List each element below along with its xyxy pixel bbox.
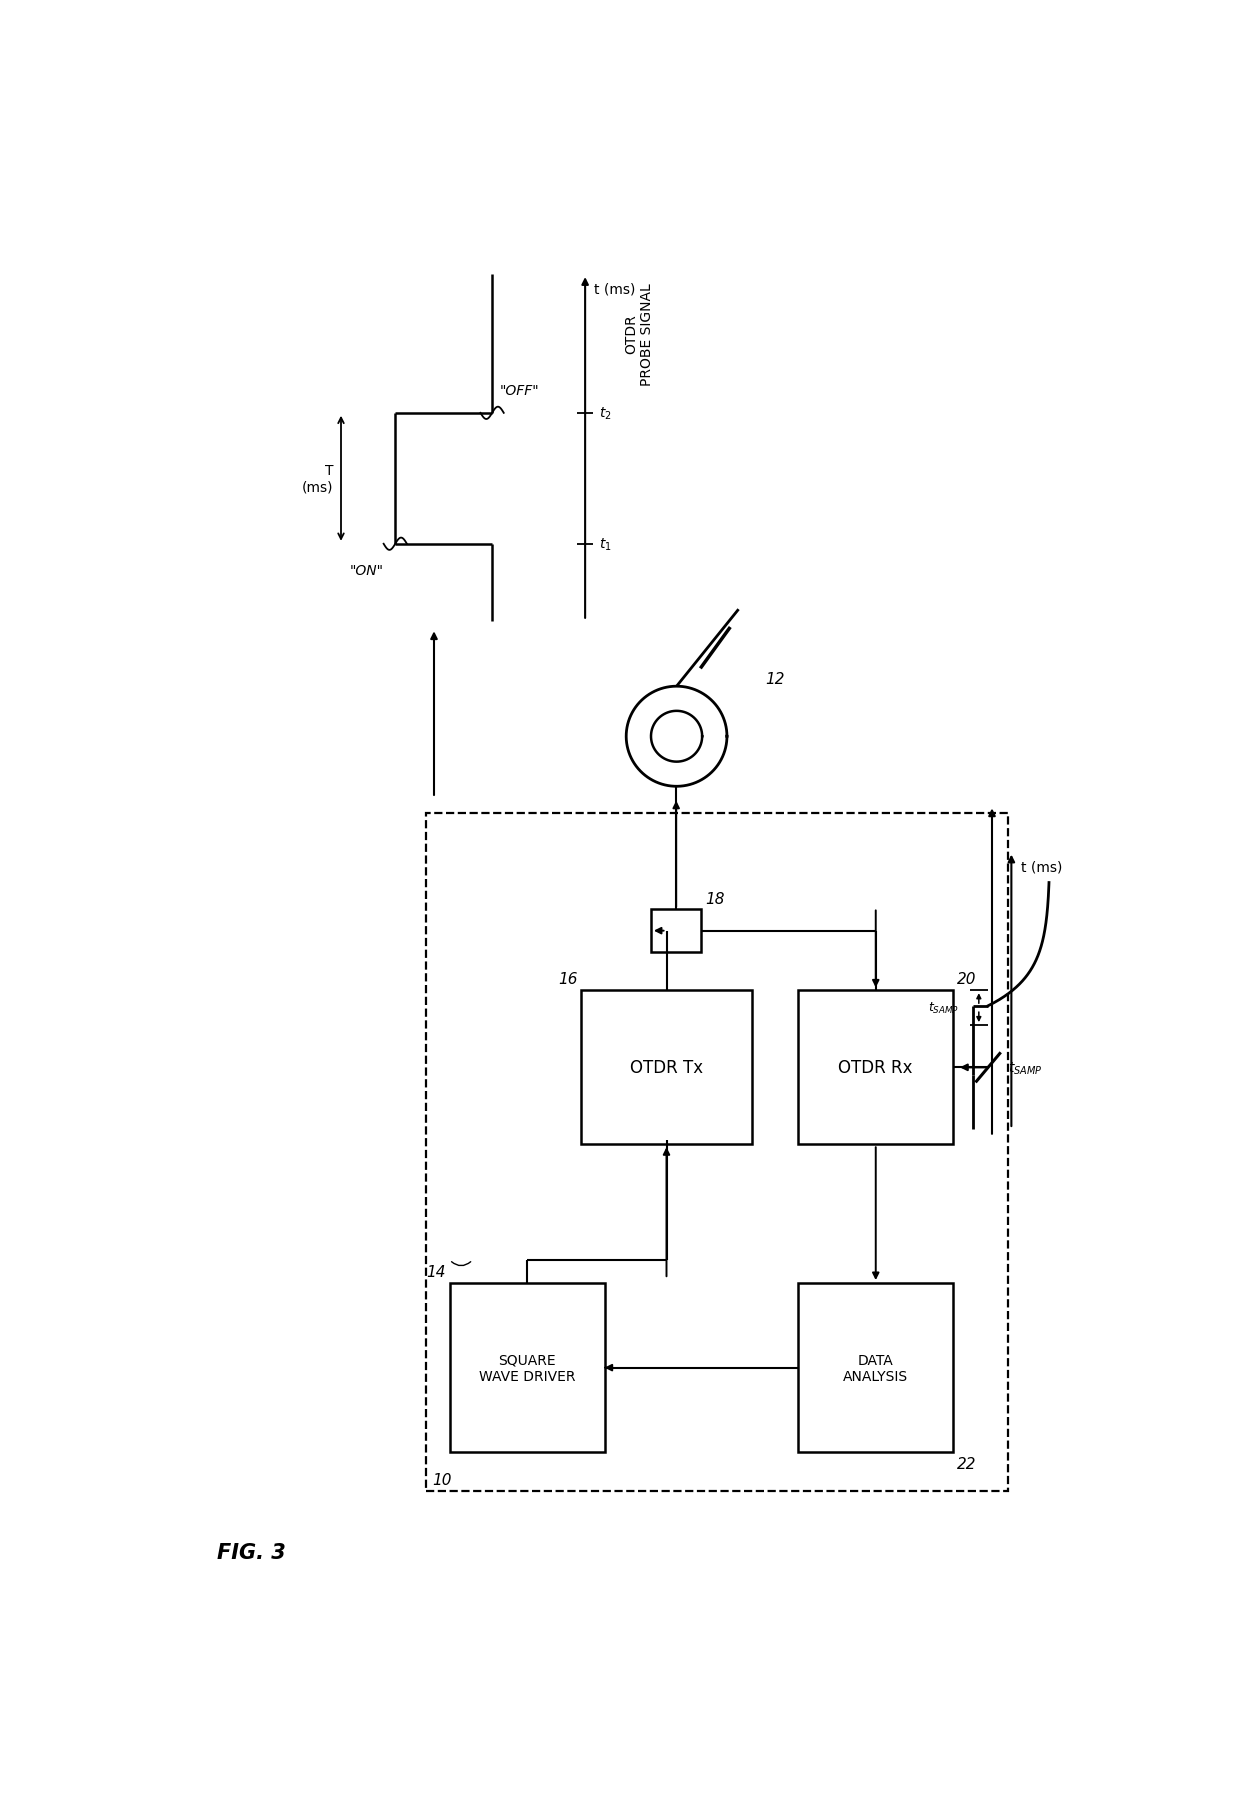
Text: FIG. 3: FIG. 3 [217, 1543, 285, 1563]
Text: t (ms): t (ms) [594, 283, 636, 296]
Text: DATA
ANALYSIS: DATA ANALYSIS [843, 1352, 909, 1383]
Text: t (ms): t (ms) [1021, 859, 1061, 874]
Text: OTDR Tx: OTDR Tx [630, 1060, 703, 1078]
Text: $t_{SAMP}$: $t_{SAMP}$ [929, 1000, 960, 1016]
Bar [582, 991, 751, 1144]
Text: 12: 12 [766, 671, 785, 688]
Text: OTDR Rx: OTDR Rx [838, 1060, 913, 1078]
Text: SQUARE
WAVE DRIVER: SQUARE WAVE DRIVER [479, 1352, 575, 1383]
Text: "OFF": "OFF" [500, 384, 539, 399]
Bar [651, 910, 702, 953]
Text: 18: 18 [706, 892, 724, 906]
Text: 16: 16 [558, 971, 578, 987]
Text: 22: 22 [957, 1457, 977, 1471]
Bar [449, 1283, 605, 1453]
Bar [799, 1283, 954, 1453]
Text: T
(ms): T (ms) [301, 464, 334, 495]
Bar [799, 991, 954, 1144]
Text: $t_1$: $t_1$ [599, 536, 611, 552]
Text: 20: 20 [957, 971, 977, 987]
Text: "ON": "ON" [350, 563, 383, 578]
Text: $t_{SAMP}$: $t_{SAMP}$ [1007, 1060, 1042, 1076]
Text: $t_2$: $t_2$ [599, 406, 611, 422]
Text: 14: 14 [427, 1264, 445, 1280]
Bar [427, 814, 1007, 1491]
Text: 10: 10 [433, 1473, 451, 1487]
Text: OTDR
PROBE SIGNAL: OTDR PROBE SIGNAL [624, 283, 655, 386]
